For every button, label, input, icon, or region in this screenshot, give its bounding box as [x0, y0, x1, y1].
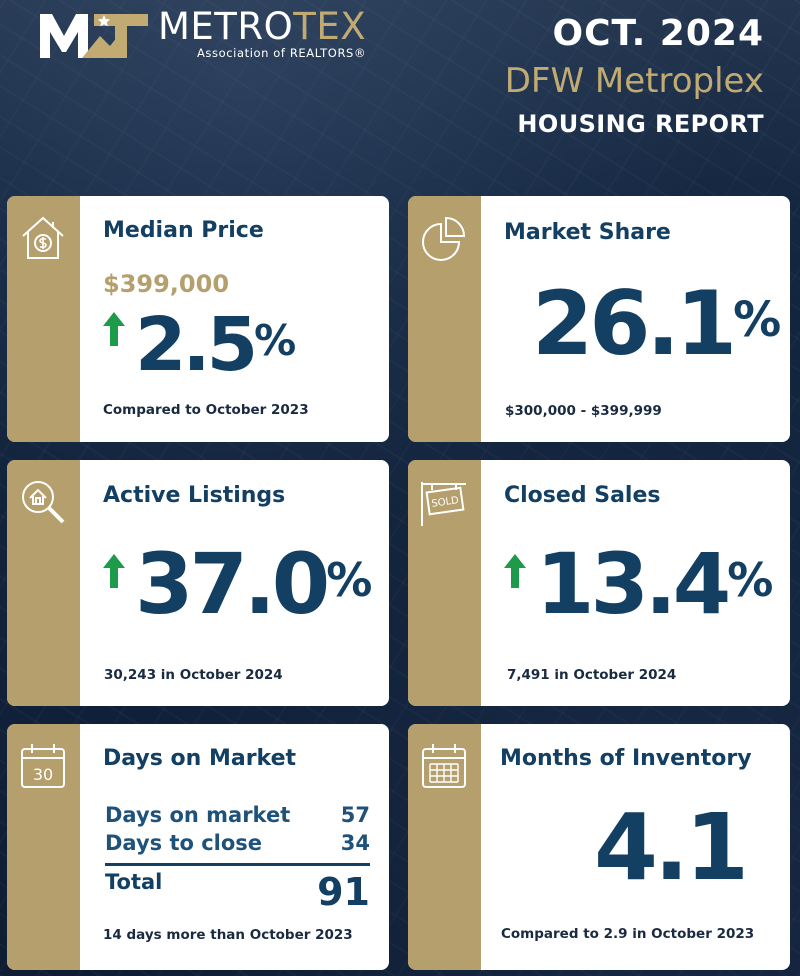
market-share-note: $300,000 - $399,999 — [505, 403, 662, 419]
median-price-note: Compared to October 2023 — [103, 402, 309, 418]
house-dollar-icon — [22, 216, 64, 259]
report-date: OCT. 2024 — [552, 13, 764, 54]
market-share-title: Market Share — [504, 220, 671, 245]
brand-logo: METROTEX Association of REALTORS® — [38, 4, 366, 64]
brand-tex: TEX — [293, 5, 367, 48]
svg-text:SOLD: SOLD — [431, 495, 460, 510]
active-listings-change-value: 37.0 — [135, 535, 330, 633]
active-listings-change-unit: % — [326, 553, 372, 607]
report-region: DFW Metroplex — [504, 61, 764, 101]
closed-sales-change: 13.4% — [536, 535, 773, 633]
median-price-card: Median Price $399,000 2.5% Compared to O… — [7, 196, 389, 442]
trend-up-arrow-icon — [103, 554, 125, 588]
market-share-value: 26.1% — [532, 276, 781, 372]
days-on-market-card: 30 Days on Market Days on market 57 Days… — [7, 724, 389, 970]
months-of-inventory-value: 4.1 — [594, 794, 749, 901]
dom-row-label: Days to close — [105, 831, 263, 855]
house-search-icon — [22, 481, 65, 524]
active-listings-title: Active Listings — [103, 483, 286, 508]
active-listings-card: Active Listings 37.0% 30,243 in October … — [7, 460, 389, 706]
brand-sub-text: Association of REALTORS — [196, 46, 354, 60]
brand-metro: METRO — [158, 5, 294, 48]
active-listings-note: 30,243 in October 2024 — [104, 667, 283, 683]
closed-sales-note: 7,491 in October 2024 — [507, 667, 677, 683]
dom-row-days-on-market: Days on market 57 — [105, 803, 370, 827]
brand-reg: ® — [353, 46, 367, 60]
calendar-grid-icon — [422, 744, 466, 788]
months-of-inventory-note: Compared to 2.9 in October 2023 — [501, 926, 755, 942]
brand-subtitle: Association of REALTORS® — [158, 46, 366, 60]
calendar-30-icon: 30 — [21, 744, 65, 788]
median-price-title: Median Price — [103, 218, 264, 243]
market-share-unit: % — [733, 292, 781, 348]
market-share-card: Market Share 26.1% $300,000 - $399,999 — [408, 196, 790, 442]
metrotex-logo-mark-icon — [40, 14, 148, 58]
closed-sales-change-value: 13.4 — [536, 535, 731, 633]
dom-total-label: Total — [105, 870, 163, 894]
months-of-inventory-card: Months of Inventory 4.1 Compared to 2.9 … — [408, 724, 790, 970]
median-price-change-unit: % — [254, 316, 296, 365]
active-listings-change: 37.0% — [135, 535, 372, 633]
dom-row-value: 57 — [340, 803, 370, 827]
dom-row-days-to-close: Days to close 34 — [105, 831, 370, 855]
sold-sign-icon: SOLD — [421, 482, 466, 526]
median-price-value: $399,000 — [103, 270, 230, 298]
closed-sales-title: Closed Sales — [504, 483, 661, 508]
card-accent-strip — [408, 196, 481, 442]
trend-up-arrow-icon — [103, 312, 125, 346]
report-header: OCT. 2024 DFW Metroplex HOUSING REPORT — [505, 14, 764, 141]
brand-wordmark: METROTEX — [158, 8, 366, 46]
months-of-inventory-title: Months of Inventory — [500, 746, 752, 771]
dom-row-value: 34 — [340, 831, 370, 855]
pie-chart-icon — [422, 216, 466, 261]
card-accent-strip — [7, 724, 80, 970]
calendar-30-icon-text: 30 — [33, 765, 53, 784]
report-title: HOUSING REPORT — [517, 110, 764, 138]
median-price-change-value: 2.5 — [135, 302, 258, 388]
dom-row-label: Days on market — [105, 803, 291, 827]
closed-sales-card: SOLD Closed Sales 13.4% 7,491 in October… — [408, 460, 790, 706]
days-on-market-note: 14 days more than October 2023 — [103, 927, 353, 943]
card-accent-strip — [408, 460, 481, 706]
market-share-number: 26.1 — [532, 272, 737, 375]
trend-up-arrow-icon — [504, 554, 526, 588]
dom-total-value: 91 — [317, 870, 370, 914]
closed-sales-change-unit: % — [727, 553, 773, 607]
dom-divider — [105, 863, 370, 866]
days-on-market-title: Days on Market — [103, 746, 297, 771]
median-price-change: 2.5% — [135, 302, 296, 388]
